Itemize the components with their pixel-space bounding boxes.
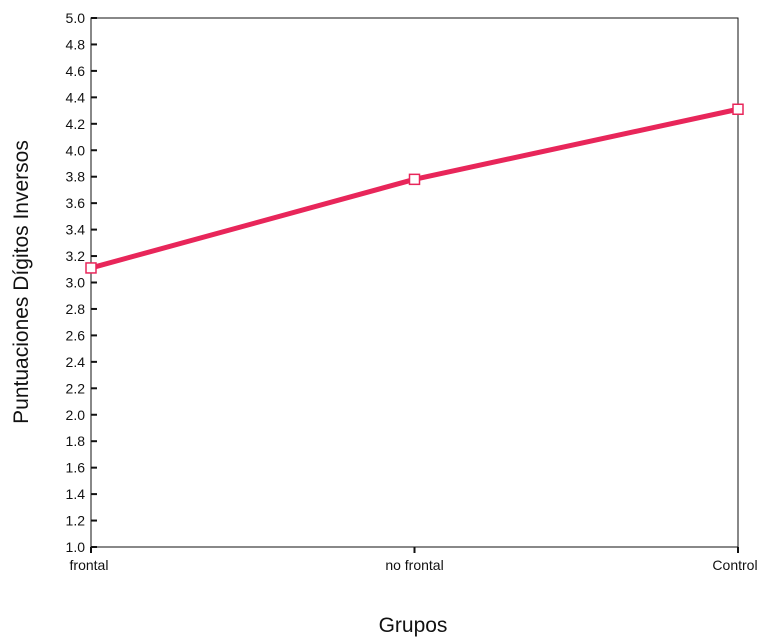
y-tick-label: 3.4 bbox=[66, 222, 86, 238]
y-tick-label: 4.0 bbox=[66, 142, 86, 158]
x-axis-title: Grupos bbox=[379, 614, 448, 637]
y-tick-label: 5.0 bbox=[66, 10, 86, 26]
x-axis: frontal no frontal Control bbox=[70, 547, 758, 573]
plot-frame bbox=[90, 17, 739, 548]
y-tick-label: 2.4 bbox=[66, 354, 86, 370]
x-tick-label: Control bbox=[712, 557, 757, 573]
y-tick-label: 2.8 bbox=[66, 301, 86, 317]
y-tick-label: 3.2 bbox=[66, 248, 86, 264]
x-tick-label: frontal bbox=[70, 557, 109, 573]
y-tick-label: 1.8 bbox=[66, 433, 86, 449]
y-tick-label: 3.0 bbox=[66, 275, 86, 291]
x-tick-label: no frontal bbox=[385, 557, 443, 573]
data-point-marker bbox=[408, 173, 421, 186]
data-point-marker bbox=[732, 103, 744, 116]
y-tick-label: 1.4 bbox=[66, 486, 86, 502]
y-tick-label: 1.0 bbox=[66, 539, 86, 555]
y-tick-label: 3.6 bbox=[66, 195, 86, 211]
y-axis-title: Puntuaciones Dígitos Inversos bbox=[10, 140, 33, 424]
y-tick-label: 4.8 bbox=[66, 36, 86, 52]
y-axis: 1.0 1.2 1.4 1.6 1.8 2.0 2.2 2.4 2.6 2.8 3.0 3.2 3.4 3… bbox=[66, 10, 97, 555]
series-layer bbox=[85, 103, 744, 274]
y-tick-label: 4.4 bbox=[66, 89, 86, 105]
y-tick-label: 4.6 bbox=[66, 63, 86, 79]
series-line bbox=[88, 106, 741, 271]
y-tick-label: 2.2 bbox=[66, 380, 86, 396]
y-tick-label: 4.2 bbox=[66, 116, 86, 132]
y-tick-label: 2.0 bbox=[66, 407, 86, 423]
y-tick-label: 3.8 bbox=[66, 169, 86, 185]
y-tick-label: 1.2 bbox=[66, 513, 86, 529]
y-tick-label: 1.6 bbox=[66, 460, 86, 476]
data-point-marker bbox=[85, 262, 97, 274]
y-tick-label: 2.6 bbox=[66, 327, 86, 343]
